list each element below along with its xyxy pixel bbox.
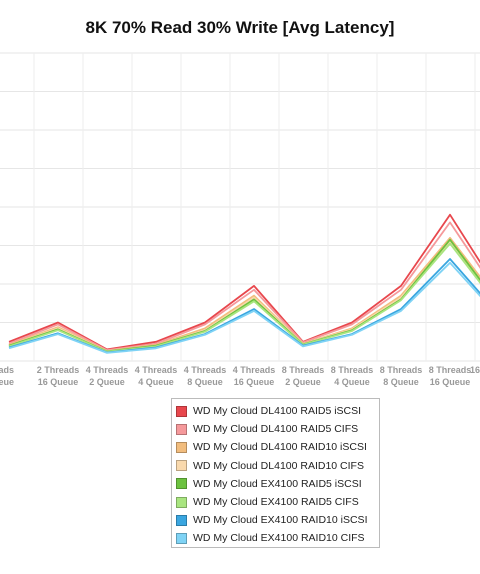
legend-swatch [176,478,187,490]
x-tick-label: 16 Queue [430,377,471,387]
legend-label: WD My Cloud EX4100 RAID5 iSCSI [193,477,362,490]
legend-item[interactable]: WD My Cloud EX4100 RAID5 iSCSI [176,475,379,493]
x-tick-label: Queue [0,377,14,387]
legend-label: WD My Cloud DL4100 RAID5 CIFS [193,423,359,436]
series-line-1 [8,213,480,351]
legend-item[interactable]: WD My Cloud EX4100 RAID10 CIFS [176,529,379,547]
legend: WD My Cloud DL4100 RAID5 iSCSI WD My Clou… [171,398,380,548]
x-tick-label: 4 Threads [135,365,178,375]
series-lines [8,213,480,354]
legend-item[interactable]: WD My Cloud EX4100 RAID5 CIFS [176,493,379,511]
series-line-2 [8,221,480,352]
legend-swatch [176,460,187,472]
x-tick-label: 4 Threads [184,365,227,375]
legend-item[interactable]: WD My Cloud DL4100 RAID5 iSCSI [176,402,379,420]
legend-swatch [176,532,187,544]
legend-label: WD My Cloud DL4100 RAID10 CIFS [193,459,364,472]
x-tick-label: 8 Threads [380,365,423,375]
x-tick-label: 4 Queue [138,377,174,387]
legend-swatch [176,423,187,435]
legend-item[interactable]: WD My Cloud DL4100 RAID5 CIFS [176,420,379,438]
legend-item[interactable]: WD My Cloud EX4100 RAID10 iSCSI [176,511,379,529]
x-tick-label: 8 Threads [429,365,472,375]
legend-swatch [176,514,187,526]
chart-title: 8K 70% Read 30% Write [Avg Latency] [85,18,395,37]
legend-swatch [176,405,187,417]
x-tick-label: 8 Queue [187,377,223,387]
x-tick-label: 8 Threads [331,365,374,375]
legend-swatch [176,441,187,453]
legend-item[interactable]: WD My Cloud DL4100 RAID10 CIFS [176,457,379,475]
x-tick-label: 2 Threads [37,365,80,375]
x-tick-label: 8 Threads [282,365,325,375]
x-axis-tick-labels: Threads Queue 2 Threads 16 Queue 4 Threads 2 … [0,365,480,387]
legend-item[interactable]: WD My Cloud DL4100 RAID10 iSCSI [176,438,379,456]
series-line-6 [8,242,480,353]
legend-swatch [176,496,187,508]
x-tick-label: 2 Queue [285,377,321,387]
x-tick-label: 16 Queue [234,377,275,387]
x-tick-label: 4 Threads [233,365,276,375]
x-tick-label: Threads [0,365,14,375]
grid [0,52,480,362]
legend-label: WD My Cloud DL4100 RAID5 iSCSI [193,405,362,418]
legend-label: WD My Cloud EX4100 RAID10 CIFS [193,532,365,545]
x-tick-label: 4 Queue [334,377,370,387]
x-tick-label: 16 Queue [38,377,79,387]
legend-label: WD My Cloud EX4100 RAID5 CIFS [193,496,359,509]
x-tick-label: 8 Queue [383,377,419,387]
legend-label: WD My Cloud EX4100 RAID10 iSCSI [193,514,368,527]
x-tick-label: 4 Threads [86,365,129,375]
x-tick-label: 2 Queue [89,377,125,387]
x-tick-label: 16 [470,365,480,375]
series-line-8 [8,261,480,354]
legend-label: WD My Cloud DL4100 RAID10 iSCSI [193,441,367,454]
